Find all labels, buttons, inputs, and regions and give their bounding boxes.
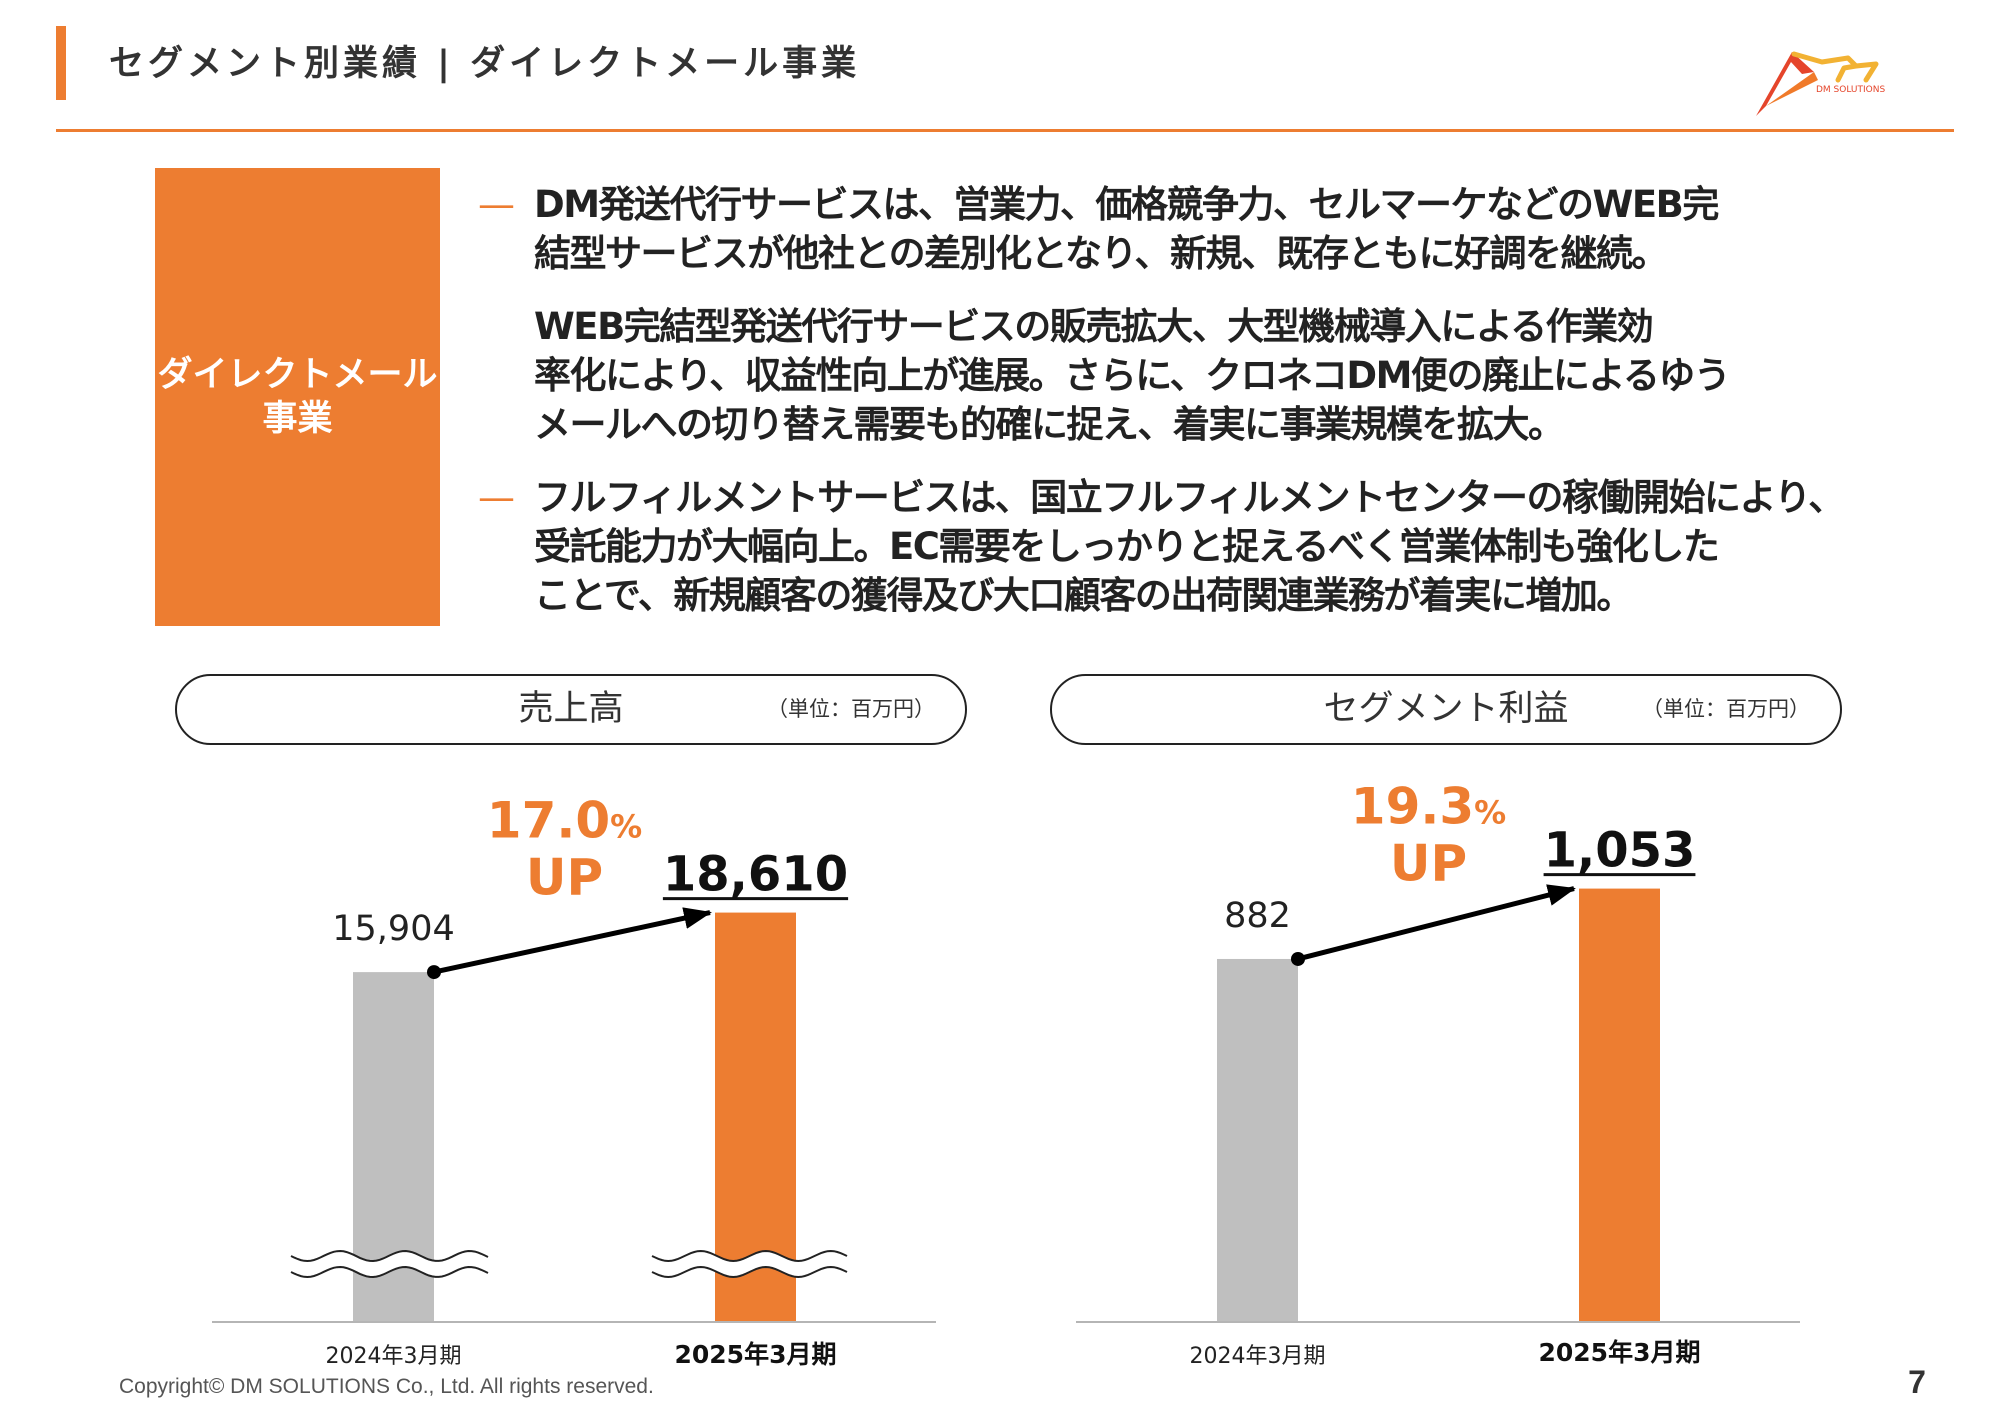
profit-chart-title: セグメント利益 — [1323, 689, 1569, 729]
growth-arrow — [1297, 884, 1576, 962]
bullet-text: DM発送代行サービスは、営業力、価格競争力、セルマーケなどのWEB完 結型サービ… — [534, 180, 1938, 278]
bullet-line: DM発送代行サービスは、営業力、価格競争力、セルマーケなどのWEB完 — [534, 183, 1719, 226]
bullet-dash: — — [478, 183, 515, 226]
axis-break-line — [651, 1265, 848, 1279]
axis-break-line — [651, 1249, 848, 1263]
profit-bar-chart: 882 1,053 19.3%UP 2024年3月期 2025年3月期 — [1076, 778, 1800, 1369]
bullet-line: WEB完結型発送代行サービスの販売拡大、大型機械導入による作業効 — [534, 305, 1654, 348]
page-number: 7 — [1908, 1364, 1926, 1400]
sales-chart-title: 売上高 — [518, 689, 624, 729]
bar-current-period — [1579, 888, 1660, 1322]
growth-arrow-start-dot — [427, 965, 441, 980]
segment-label-line: ダイレクトメール — [157, 355, 438, 395]
axis-break-gap — [291, 1251, 488, 1277]
x-tick-label: 2024年3月期 — [1190, 1344, 1326, 1369]
title-accent-bar — [56, 26, 66, 100]
bullet-web-service: WEB完結型発送代行サービスの販売拡大、大型機械導入による作業効 率化により、収… — [478, 302, 1938, 449]
logo-streak-shape — [1766, 72, 1818, 106]
bullet-line: 率化により、収益性向上が進展。さらに、クロネコDM便の廃止によるゆう — [534, 354, 1731, 397]
data-label-prior: 882 — [1224, 896, 1291, 936]
segment-label-box: ダイレクトメール 事業 — [155, 168, 440, 626]
description-bullets: — DM発送代行サービスは、営業力、価格競争力、セルマーケなどのWEB完 結型サ… — [478, 180, 1938, 620]
sales-chart-unit: （単位：百万円） — [767, 697, 935, 721]
segment-label-line: 事業 — [262, 399, 333, 439]
data-label-current: 1,053 — [1544, 823, 1696, 879]
x-tick-label: 2025年3月期 — [675, 1340, 837, 1369]
bullet-fulfillment-service: — フルフィルメントサービスは、国立フルフィルメントセンターの稼働開始により、 … — [478, 473, 1938, 620]
x-tick-label: 2025年3月期 — [1539, 1338, 1701, 1367]
logo-gold-stroke — [1791, 51, 1859, 83]
bullet-dm-service: — DM発送代行サービスは、営業力、価格競争力、セルマーケなどのWEB完 結型サ… — [478, 180, 1938, 278]
bullet-line: ことで、新規顧客の獲得及び大口顧客の出荷関連業務が着実に増加。 — [534, 574, 1633, 617]
sales-chart-header: 売上高 （単位：百万円） — [175, 674, 967, 745]
logo-text: DM SOLUTIONS — [1816, 85, 1885, 95]
logo-triangle-shape — [1756, 52, 1814, 116]
bar-prior-period — [1217, 958, 1298, 1322]
chart-marks: 15,904 18,610 17.0%UP — [212, 792, 936, 1323]
growth-rate-label: 19.3% — [1351, 778, 1506, 836]
dm-solutions-logo-icon: DM SOLUTIONS — [1756, 51, 1885, 116]
bullet-text: WEB完結型発送代行サービスの販売拡大、大型機械導入による作業効 率化により、収… — [534, 302, 1938, 449]
bullet-line: フルフィルメントサービスは、国立フルフィルメントセンターの稼働開始により、 — [534, 476, 1845, 519]
chart-marks: 882 1,053 19.3%UP — [1076, 778, 1800, 1323]
bullet-line: 受託能力が大幅向上。EC需要をしっかりと捉えるべく営業体制も強化した — [534, 525, 1720, 568]
bullet-dash: — — [478, 476, 515, 519]
x-tick-label: 2024年3月期 — [326, 1344, 462, 1369]
logo-seven-stroke — [1853, 61, 1879, 83]
data-label-prior: 15,904 — [332, 909, 454, 949]
axis-break-line — [290, 1249, 489, 1263]
page-title: セグメント別業績 | ダイレクトメール事業 — [109, 44, 861, 84]
growth-up-label: UP — [1390, 835, 1467, 893]
profit-chart-unit: （単位：百万円） — [1642, 697, 1810, 721]
growth-up-label: UP — [526, 849, 603, 907]
bullet-line: 結型サービスが他社との差別化となり、新規、既存ともに好調を継続。 — [534, 232, 1669, 275]
bullet-text: フルフィルメントサービスは、国立フルフィルメントセンターの稼働開始により、 受託… — [534, 473, 1938, 620]
growth-arrow-start-dot — [1291, 951, 1305, 966]
profit-chart-header: セグメント利益 （単位：百万円） — [1050, 674, 1842, 745]
growth-arrow — [433, 907, 712, 975]
bullet-line: メールへの切り替え需要も的確に捉え、着実に事業規模を拡大。 — [534, 403, 1565, 446]
header-divider — [56, 129, 1954, 132]
growth-rate-label: 17.0% — [487, 792, 642, 850]
copyright-text: Copyright© DM SOLUTIONS Co., Ltd. All ri… — [119, 1375, 654, 1398]
axis-break-line — [290, 1265, 489, 1279]
axis-break-gap — [652, 1251, 847, 1277]
sales-bar-chart: 15,904 18,610 17.0%UP 2024年3月期 2025年3月期 — [212, 792, 936, 1369]
data-label-current: 18,610 — [663, 847, 848, 903]
